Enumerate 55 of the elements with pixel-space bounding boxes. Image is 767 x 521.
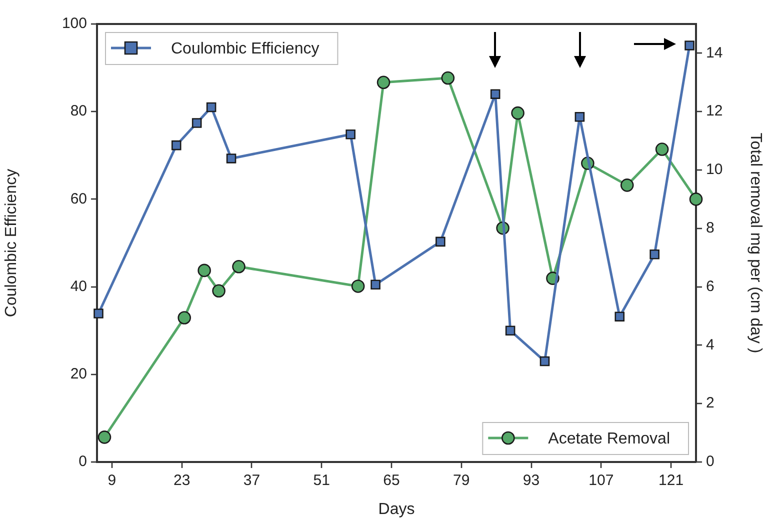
- point: [226, 154, 236, 164]
- y2-tick-label: 2: [706, 394, 714, 412]
- point: [689, 192, 703, 206]
- point: [206, 102, 216, 112]
- point: [192, 118, 202, 128]
- point: [655, 142, 669, 156]
- x-tick-label: 65: [383, 472, 400, 490]
- point: [370, 280, 380, 290]
- point: [178, 311, 192, 324]
- point: [376, 76, 390, 90]
- x-tick-label: 9: [108, 472, 116, 490]
- x-tick-label: 93: [522, 472, 540, 490]
- x-tick-label: 121: [658, 472, 684, 490]
- legend-label: Acetate Removal: [548, 430, 670, 448]
- x-tick-label: 79: [453, 472, 470, 490]
- y-tick-label: 60: [70, 190, 87, 208]
- point: [441, 71, 455, 85]
- y-tick-label: 80: [70, 102, 87, 120]
- y2-tick-label: 10: [706, 161, 723, 178]
- x-tick-label: 37: [243, 472, 260, 490]
- point: [614, 312, 625, 322]
- y-tick-label: 0: [78, 453, 87, 470]
- point: [171, 140, 182, 150]
- y-tick-label: 40: [70, 278, 87, 295]
- point: [574, 112, 585, 122]
- point: [620, 178, 634, 192]
- point: [505, 326, 516, 336]
- point: [684, 40, 694, 50]
- point: [98, 430, 112, 444]
- point: [346, 129, 356, 140]
- x-tick-label: 51: [313, 472, 330, 490]
- point: [540, 356, 550, 366]
- point: [212, 284, 226, 298]
- legend-label: Coulombic Efficiency: [171, 40, 320, 58]
- y2-tick-label: 14: [706, 44, 723, 62]
- point: [436, 236, 446, 247]
- x-tick-label: 23: [174, 472, 190, 490]
- y2-tick-label: 4: [706, 336, 714, 354]
- x-axis-title: Days: [378, 500, 415, 518]
- point: [94, 308, 104, 318]
- y-axis-title: Coulombic Efficiency: [3, 168, 20, 318]
- point: [198, 264, 211, 278]
- x-tick-label: 107: [588, 472, 614, 490]
- point: [351, 280, 365, 293]
- y-tick-label: 20: [70, 366, 87, 383]
- y2-tick-label: 0: [706, 453, 714, 470]
- y2-axis-title: Total removal mg per (cm day ): [746, 132, 764, 354]
- point: [490, 89, 500, 99]
- y-tick-label: 100: [62, 15, 87, 32]
- y2-tick-label: 8: [706, 220, 714, 237]
- point: [232, 260, 246, 274]
- y2-tick-label: 6: [706, 278, 714, 295]
- point: [511, 106, 524, 120]
- y2-tick-label: 12: [706, 102, 723, 120]
- point: [650, 249, 660, 260]
